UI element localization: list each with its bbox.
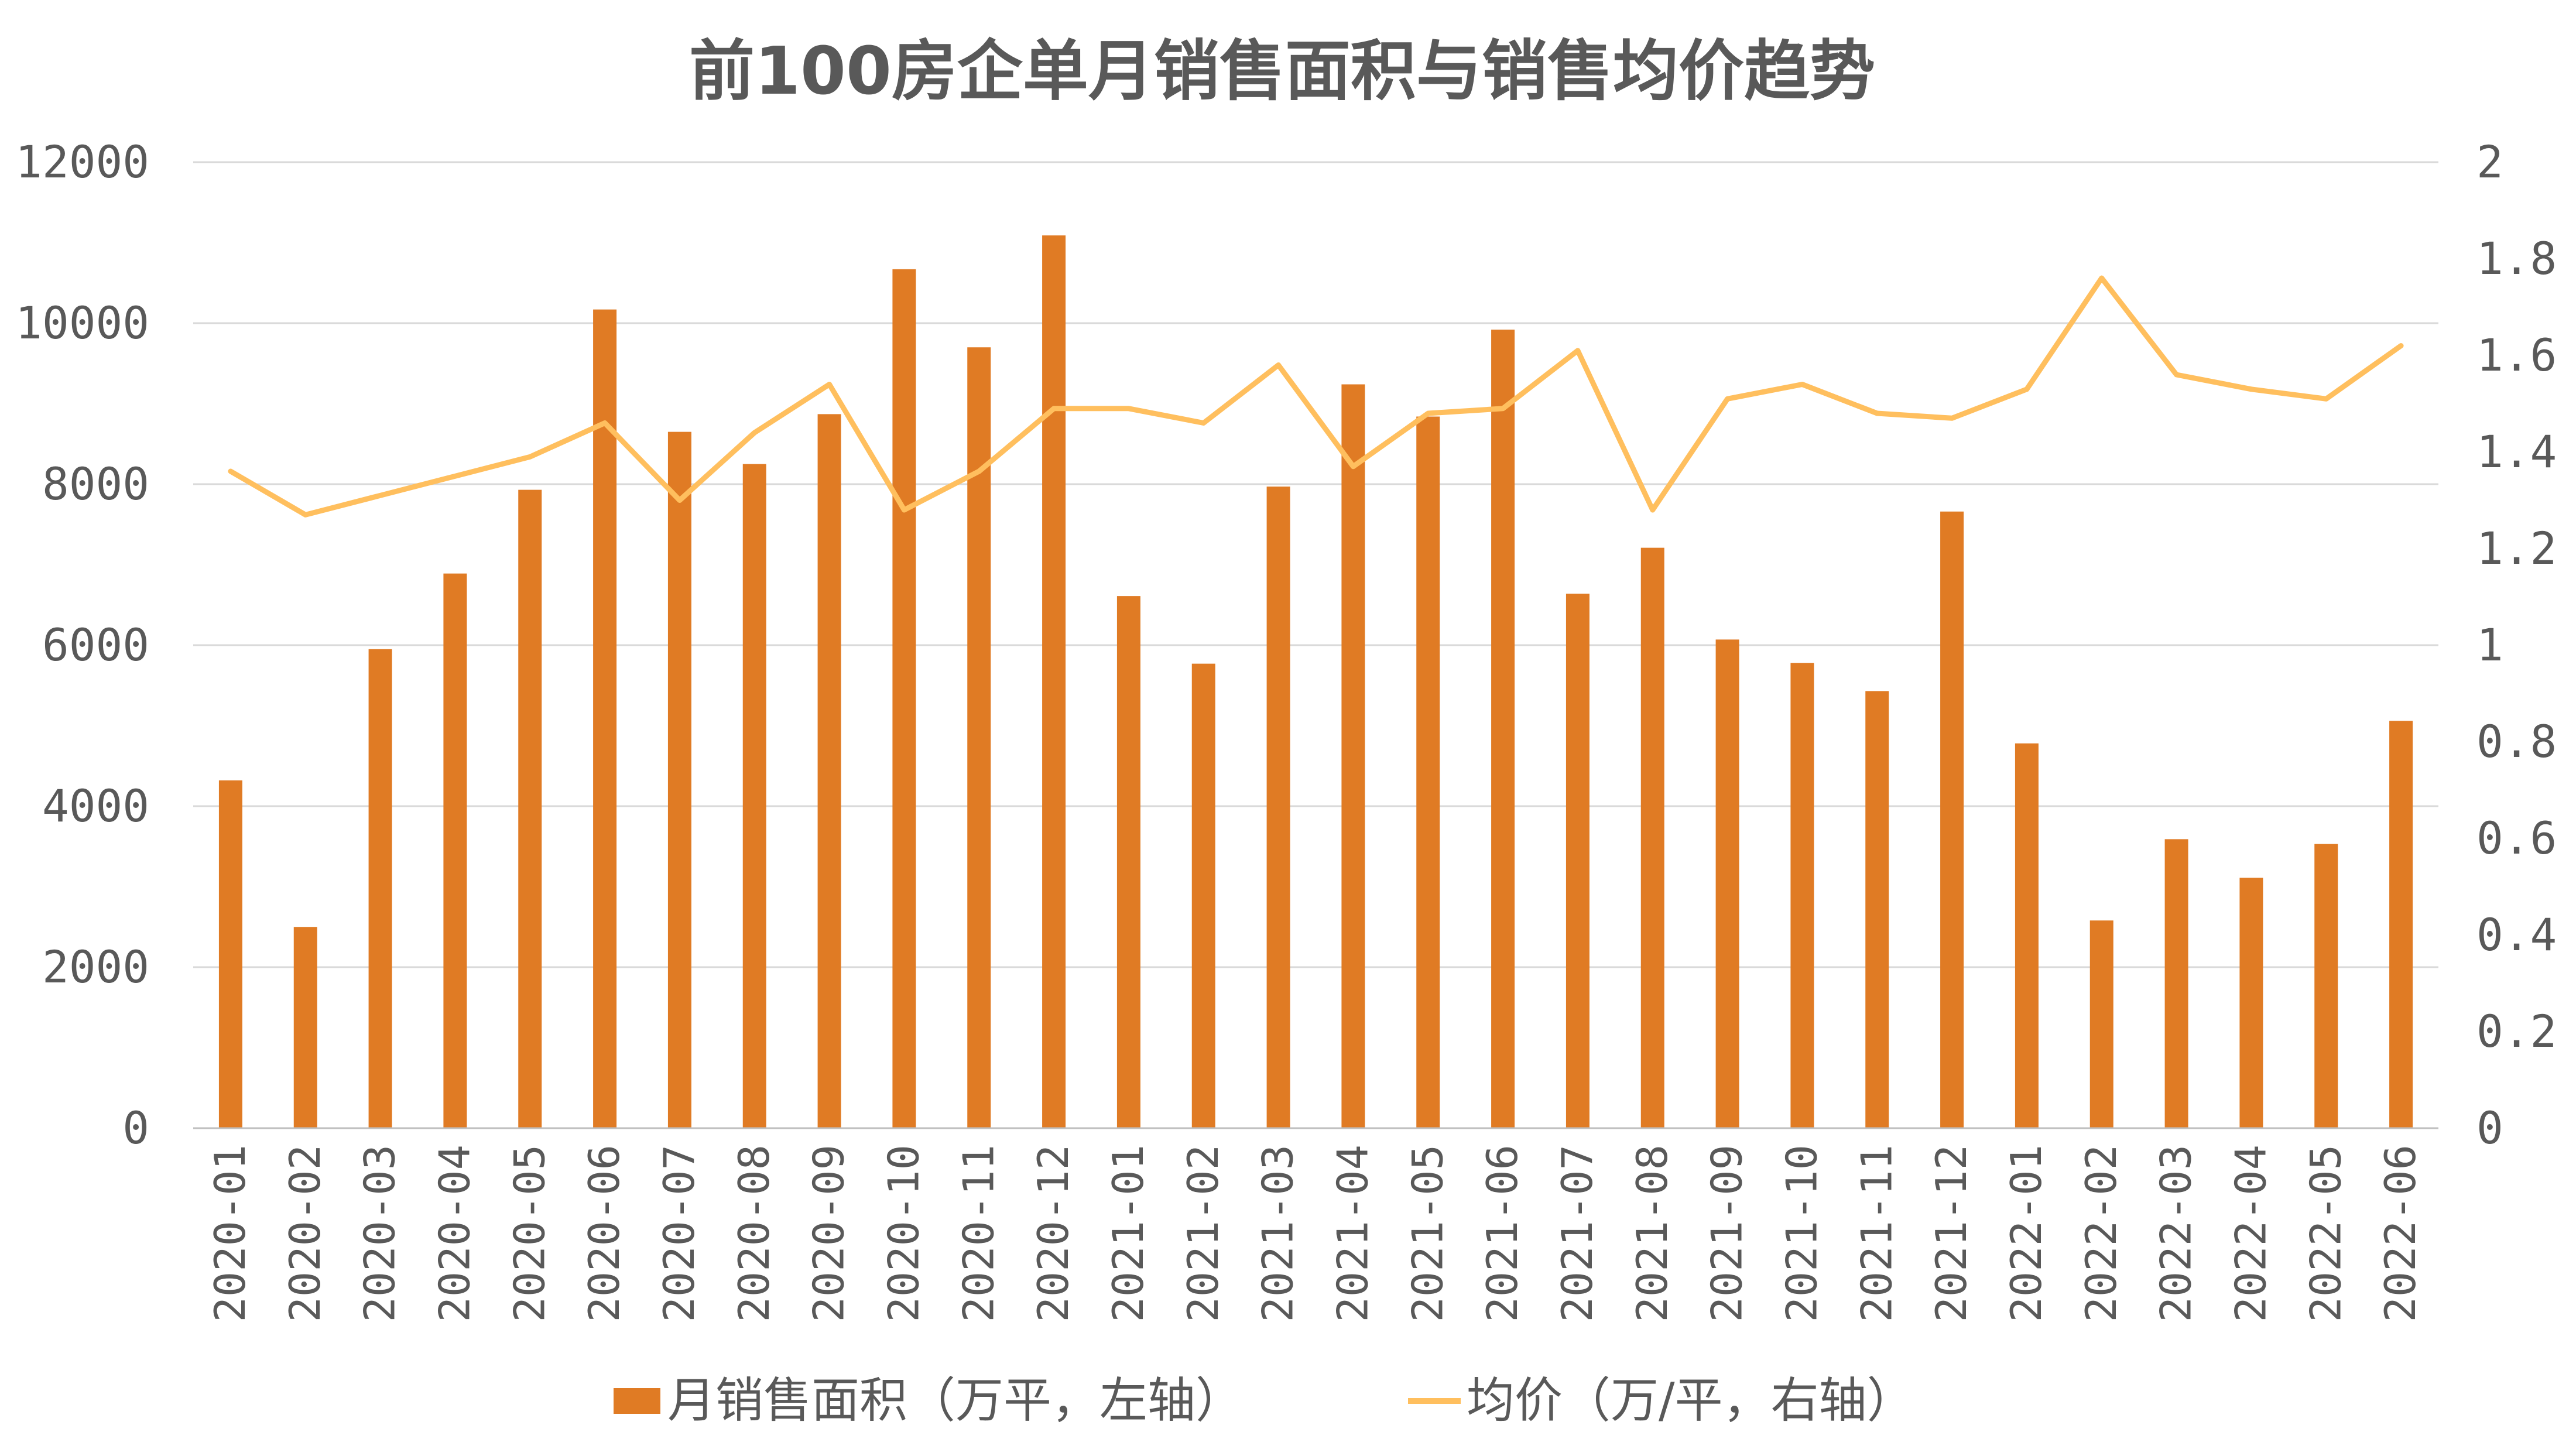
x-tick-label: 2020-05	[505, 1145, 554, 1322]
left-tick-label: 4000	[42, 780, 149, 832]
bar	[368, 649, 392, 1128]
bar	[1116, 596, 1140, 1128]
bar	[667, 431, 691, 1128]
x-tick-label: 2021-04	[1328, 1145, 1377, 1322]
right-tick-label: 0.2	[2476, 1005, 2557, 1057]
x-tick-label: 2020-04	[430, 1145, 479, 1322]
x-tick-label: 2020-01	[205, 1145, 255, 1322]
bar	[593, 309, 617, 1128]
x-tick-label: 2022-03	[2152, 1145, 2201, 1322]
x-tick-label: 2021-02	[1179, 1145, 1228, 1322]
bar	[2164, 839, 2188, 1128]
bar	[1715, 639, 1739, 1128]
bar	[443, 573, 467, 1128]
x-tick-label: 2022-01	[2002, 1145, 2051, 1322]
left-tick-label: 10000	[15, 297, 149, 349]
right-tick-label: 1.4	[2476, 426, 2557, 478]
x-tick-label: 2021-12	[1927, 1145, 1976, 1322]
bar	[518, 489, 542, 1128]
x-tick-label: 2022-05	[2301, 1145, 2350, 1322]
legend-swatch-bar	[614, 1388, 660, 1414]
bar	[1266, 487, 1290, 1128]
x-tick-label: 2022-02	[2077, 1145, 2126, 1322]
bar	[1940, 511, 1964, 1128]
x-tick-label: 2021-05	[1403, 1145, 1452, 1322]
series-line	[228, 275, 2404, 518]
bar	[218, 780, 242, 1128]
x-tick-label: 2020-08	[729, 1145, 779, 1322]
right-tick-label: 1.2	[2476, 522, 2557, 574]
bar	[2239, 878, 2263, 1128]
left-tick-label: 0	[122, 1102, 149, 1154]
right-tick-label: 0.8	[2476, 715, 2557, 768]
x-tick-label: 2020-03	[355, 1145, 405, 1322]
bar	[2015, 743, 2039, 1128]
bar	[2314, 844, 2338, 1128]
x-tick-label: 2020-09	[804, 1145, 854, 1322]
x-axis: 2020-01 2020-02 2020-03 2020-04 2020-05 2020-…	[193, 1127, 2438, 1322]
left-tick-label: 8000	[42, 458, 149, 510]
x-tick-label: 2020-02	[280, 1145, 330, 1322]
right-tick-label: 0	[2476, 1102, 2503, 1154]
x-tick-label: 2021-10	[1777, 1145, 1826, 1322]
x-tick-label: 2022-04	[2226, 1145, 2275, 1322]
left-tick-label: 6000	[42, 619, 149, 671]
right-axis: 0 0.2 0.4 0.6 0.8 1 1.2 1.4 1.6 1.8 2	[2476, 136, 2557, 1154]
legend-label-bar: 月销售面积（万平，左轴）	[667, 1373, 1244, 1429]
bar	[1865, 691, 1889, 1128]
bar	[293, 927, 317, 1128]
bar	[1191, 663, 1215, 1128]
bar	[742, 464, 766, 1128]
x-tick-label: 2021-01	[1104, 1145, 1153, 1322]
x-tick-label: 2021-07	[1553, 1145, 1602, 1322]
x-tick-label: 2020-12	[1029, 1145, 1078, 1322]
bar	[1640, 547, 1664, 1128]
chart-title: 前100房企单月销售面积与销售均价趋势	[689, 33, 1875, 109]
right-tick-label: 2	[2476, 136, 2503, 188]
bar-series	[218, 235, 2413, 1128]
legend: 月销售面积（万平，左轴） 均价（万/平，右轴）	[614, 1373, 1915, 1429]
bar	[1566, 594, 1590, 1128]
x-tick-label: 2021-06	[1478, 1145, 1527, 1322]
bar	[1790, 663, 1814, 1128]
left-axis: 0 2000 4000 6000 8000 10000 12000	[15, 136, 149, 1154]
x-tick-label: 2020-10	[879, 1145, 928, 1322]
right-tick-label: 1.6	[2476, 329, 2557, 381]
x-tick-label: 2020-06	[580, 1145, 629, 1322]
x-tick-label: 2022-06	[2376, 1145, 2425, 1322]
x-tick-label: 2021-09	[1703, 1145, 1752, 1322]
bar	[2089, 920, 2113, 1128]
x-tick-label: 2021-03	[1253, 1145, 1303, 1322]
gridlines	[193, 161, 2438, 968]
bar	[1341, 384, 1365, 1128]
x-tick-label: 2020-07	[655, 1145, 704, 1322]
left-tick-label: 12000	[15, 136, 149, 188]
bar	[892, 269, 916, 1128]
bar	[2389, 721, 2413, 1128]
line-series	[228, 275, 2404, 518]
x-tick-label: 2021-08	[1628, 1145, 1677, 1322]
x-tick-label: 2021-11	[1852, 1145, 1901, 1322]
right-tick-label: 1	[2476, 619, 2503, 671]
x-tick-label: 2020-11	[954, 1145, 1003, 1322]
left-tick-label: 2000	[42, 941, 149, 993]
right-tick-label: 0.6	[2476, 812, 2557, 864]
bar	[817, 414, 841, 1128]
legend-label-line: 均价（万/平，右轴）	[1467, 1373, 1915, 1429]
right-tick-label: 1.8	[2476, 232, 2557, 285]
bar	[1416, 416, 1440, 1128]
bar	[1491, 330, 1515, 1128]
bar	[1042, 235, 1066, 1128]
right-tick-label: 0.4	[2476, 909, 2557, 961]
